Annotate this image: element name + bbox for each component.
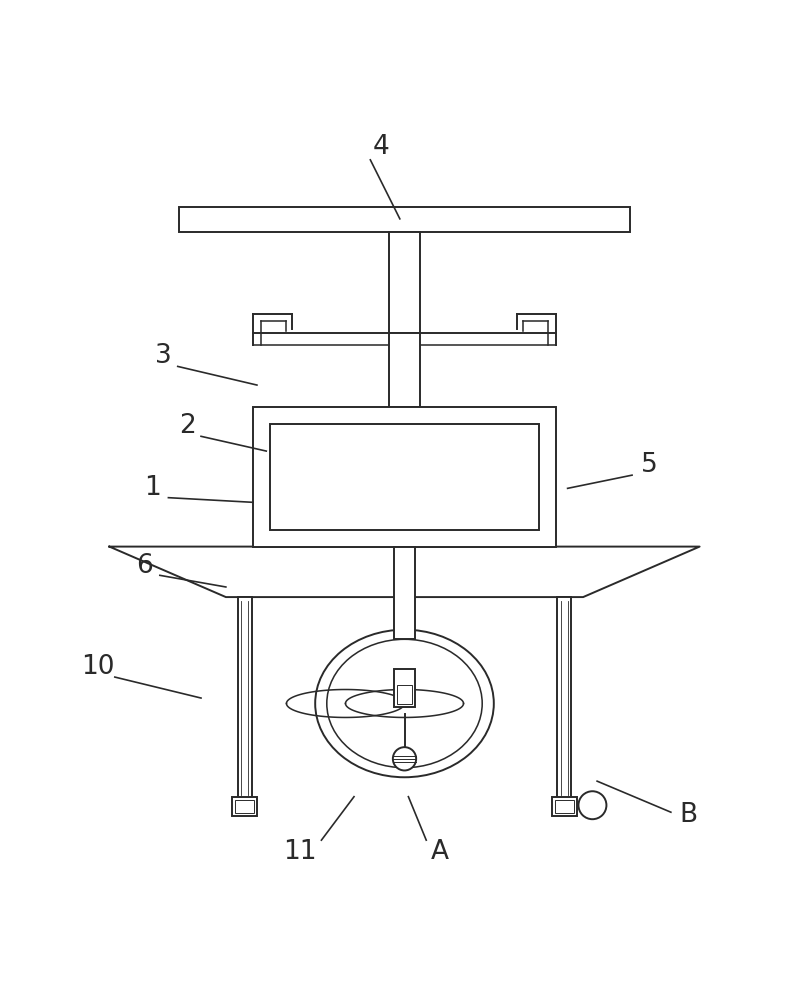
Circle shape xyxy=(578,791,607,819)
Text: 11: 11 xyxy=(283,839,316,865)
Bar xyxy=(235,800,254,813)
Bar xyxy=(389,232,420,333)
Ellipse shape xyxy=(316,630,493,777)
Ellipse shape xyxy=(327,639,482,768)
Circle shape xyxy=(393,747,416,770)
Text: B: B xyxy=(679,802,697,828)
Bar xyxy=(555,800,574,813)
Bar xyxy=(270,424,539,530)
Bar xyxy=(238,597,252,799)
Bar xyxy=(232,797,257,816)
Text: 2: 2 xyxy=(179,413,196,439)
Text: 1: 1 xyxy=(144,475,160,501)
Bar xyxy=(180,207,629,232)
Text: 5: 5 xyxy=(641,452,658,478)
Text: A: A xyxy=(430,839,448,865)
Bar xyxy=(396,685,413,704)
Text: 3: 3 xyxy=(155,343,172,369)
Text: 6: 6 xyxy=(136,553,153,579)
Bar xyxy=(253,407,556,547)
Bar xyxy=(389,333,420,407)
Bar xyxy=(557,597,571,799)
Text: 4: 4 xyxy=(373,134,390,160)
Bar xyxy=(395,547,414,639)
Text: 10: 10 xyxy=(81,654,115,680)
Bar xyxy=(394,669,415,707)
Bar xyxy=(552,797,577,816)
